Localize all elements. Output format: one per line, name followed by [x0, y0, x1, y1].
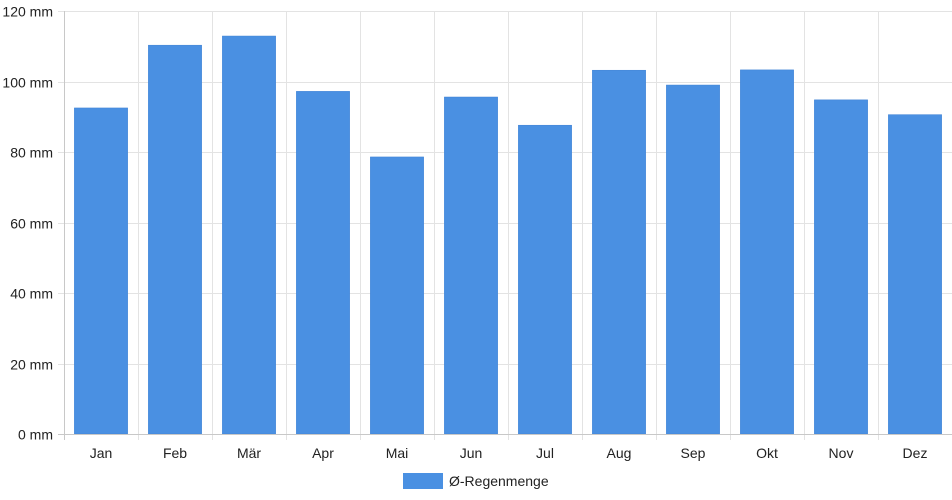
y-tick-label: 80 mm [10, 145, 53, 161]
bar-aug[interactable] [592, 69, 646, 435]
x-tick-label: Aug [607, 445, 632, 461]
y-tick-label: 0 mm [18, 427, 53, 443]
x-tick-label: Jun [460, 445, 483, 461]
x-tick-label: Sep [681, 445, 706, 461]
x-tick-label: Apr [312, 445, 334, 461]
grid-lines [58, 11, 952, 440]
bar-sep[interactable] [666, 84, 720, 435]
bar-apr[interactable] [296, 91, 350, 435]
x-tick-label: Nov [829, 445, 854, 461]
bar-jul[interactable] [518, 124, 572, 435]
x-tick-label: Dez [903, 445, 928, 461]
x-tick-label: Feb [163, 445, 187, 461]
x-tick-label: Mär [237, 445, 261, 461]
bar-jun[interactable] [444, 96, 498, 435]
bar-okt[interactable] [740, 69, 794, 435]
x-tick-label: Jul [536, 445, 554, 461]
bar-series [74, 35, 942, 435]
y-tick-label: 100 mm [2, 75, 53, 91]
legend-swatch [403, 473, 443, 489]
bar-nov[interactable] [814, 99, 868, 435]
y-tick-label: 60 mm [10, 216, 53, 232]
bar-mär[interactable] [222, 35, 276, 435]
y-tick-label: 120 mm [2, 4, 53, 20]
legend[interactable]: Ø-Regenmenge [403, 473, 549, 489]
y-tick-label: 20 mm [10, 357, 53, 373]
x-tick-label: Mai [386, 445, 409, 461]
x-tick-label: Okt [756, 445, 778, 461]
legend-label: Ø-Regenmenge [449, 473, 549, 489]
y-tick-label: 40 mm [10, 286, 53, 302]
axes [58, 11, 952, 440]
bar-jan[interactable] [74, 107, 128, 435]
bar-feb[interactable] [148, 44, 202, 435]
bar-mai[interactable] [370, 156, 424, 435]
bar-dez[interactable] [888, 114, 942, 435]
x-tick-label: Jan [90, 445, 113, 461]
axis-labels: 0 mm 20 mm 40 mm 60 mm 80 mm 100 mm 120 mm Jan F… [2, 4, 927, 462]
